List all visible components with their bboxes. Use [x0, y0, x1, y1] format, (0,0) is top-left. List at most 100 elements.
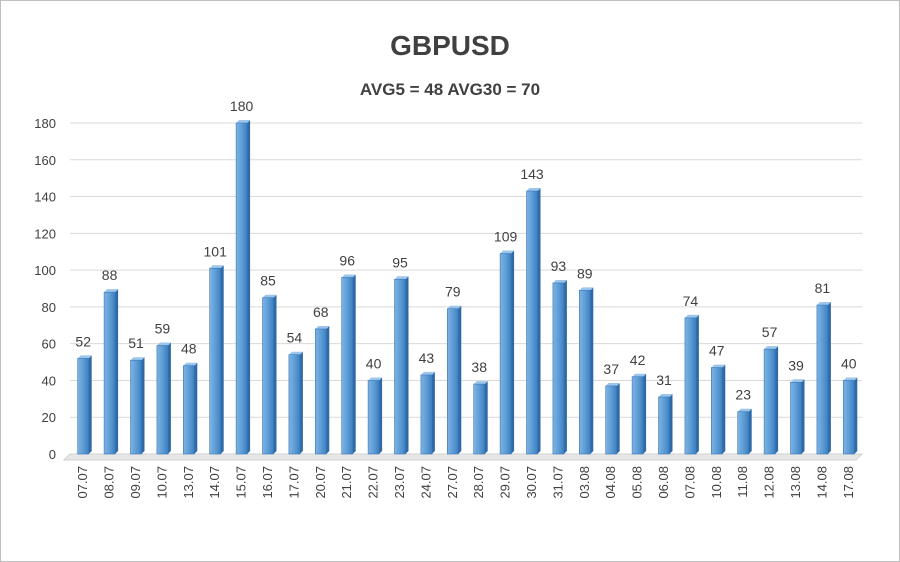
- bar-top: [843, 377, 858, 381]
- data-label: 74: [683, 293, 699, 309]
- bar-top: [447, 305, 462, 309]
- data-label: 180: [230, 98, 254, 114]
- data-label: 143: [520, 166, 544, 182]
- bar-top: [183, 362, 198, 366]
- x-tick-label: 20.07: [313, 466, 328, 499]
- data-label: 47: [709, 343, 725, 359]
- bar-side: [616, 382, 620, 454]
- bar-top: [104, 289, 119, 293]
- data-label: 38: [471, 359, 487, 375]
- bar: [578, 287, 594, 455]
- x-tick-label: 12.08: [762, 466, 777, 499]
- x-tick-label: 17.08: [841, 466, 856, 499]
- bar: [130, 357, 145, 455]
- bar: [816, 302, 831, 455]
- bar-top: [420, 371, 435, 375]
- x-tick-label: 11.08: [735, 466, 750, 498]
- bar: [842, 377, 858, 455]
- x-tick-label: 05.08: [630, 466, 645, 499]
- bar: [499, 250, 515, 455]
- bar-side: [220, 265, 224, 454]
- data-label: 79: [445, 284, 461, 300]
- bar-side: [827, 302, 831, 454]
- bar-side: [273, 294, 277, 454]
- x-tick-label: 17.07: [286, 466, 301, 499]
- data-label: 52: [75, 333, 91, 349]
- bar-top: [552, 279, 567, 283]
- bar-front: [288, 354, 301, 455]
- bar-side: [801, 379, 805, 454]
- y-tick-label: 180: [34, 116, 56, 131]
- bar-side: [590, 287, 594, 454]
- bar: [526, 188, 541, 455]
- x-tick-label: 28.07: [471, 466, 486, 499]
- x-tick-label: 13.07: [181, 466, 196, 499]
- bar-top: [658, 393, 673, 397]
- bar-side: [379, 377, 383, 454]
- data-label: 81: [815, 280, 831, 296]
- bar-side: [299, 351, 303, 454]
- data-label: 85: [260, 273, 276, 289]
- bar-top: [130, 357, 145, 361]
- x-tick-label: 27.07: [445, 466, 460, 499]
- x-tick-label: 30.07: [524, 466, 539, 499]
- bar-side: [326, 325, 330, 454]
- data-label: 59: [155, 321, 171, 337]
- bar-front: [235, 122, 248, 455]
- bar-front: [605, 385, 618, 455]
- y-tick-label: 120: [34, 226, 56, 241]
- bar-side: [748, 408, 752, 454]
- bar-top: [500, 250, 515, 254]
- bar: [314, 325, 330, 455]
- bar: [684, 314, 699, 455]
- bar-side: [643, 373, 647, 454]
- bar-front: [526, 190, 538, 455]
- data-label: 68: [313, 304, 329, 320]
- bar-side: [141, 357, 145, 454]
- bar-top: [262, 294, 277, 298]
- bar-top: [605, 382, 620, 386]
- x-tick-label: 13.08: [788, 466, 803, 499]
- y-axis-ticks: 0 20 40 60 80 100 120 140 160 180: [34, 116, 56, 462]
- bar-top: [711, 364, 726, 368]
- bar-front: [156, 345, 169, 455]
- data-label: 109: [494, 229, 518, 245]
- bar-top: [526, 188, 541, 192]
- bar-top: [632, 373, 647, 377]
- bar-front: [262, 297, 274, 455]
- x-tick-label: 08.07: [102, 466, 117, 499]
- x-tick-label: 03.08: [577, 466, 592, 499]
- bar: [288, 351, 303, 455]
- x-tick-label: 04.08: [603, 466, 618, 499]
- bar-front: [631, 376, 644, 455]
- data-label: 88: [102, 267, 118, 283]
- data-label: 54: [287, 330, 303, 346]
- bar-top: [77, 355, 92, 359]
- bar-front: [684, 317, 697, 455]
- bar-side: [405, 276, 409, 454]
- data-label: 23: [735, 387, 751, 403]
- bar-side: [854, 377, 858, 454]
- bar: [394, 276, 409, 455]
- x-tick-label: 06.08: [656, 466, 671, 499]
- y-tick-label: 140: [34, 190, 56, 205]
- bar-side: [352, 274, 356, 454]
- x-tick-label: 21.07: [339, 466, 354, 499]
- x-tick-label: 10.07: [154, 466, 169, 499]
- chart-subtitle: AVG5 = 48 AVG30 = 70: [359, 80, 541, 99]
- data-labels: 52 88 51 59 48 101 180 85 54 68 96 40 95 43 79 38 109 143…: [75, 98, 856, 403]
- x-tick-label: 10.08: [709, 466, 724, 499]
- bar-front: [737, 411, 750, 455]
- bar: [262, 294, 277, 455]
- bar: [209, 265, 224, 455]
- bar-top: [288, 351, 303, 355]
- y-tick-label: 100: [34, 263, 56, 278]
- bar: [631, 373, 647, 455]
- x-tick-label: 31.07: [550, 466, 565, 499]
- bar-top: [209, 265, 224, 269]
- data-label: 89: [577, 265, 593, 281]
- bar-side: [88, 355, 92, 454]
- y-tick-label: 60: [42, 337, 56, 352]
